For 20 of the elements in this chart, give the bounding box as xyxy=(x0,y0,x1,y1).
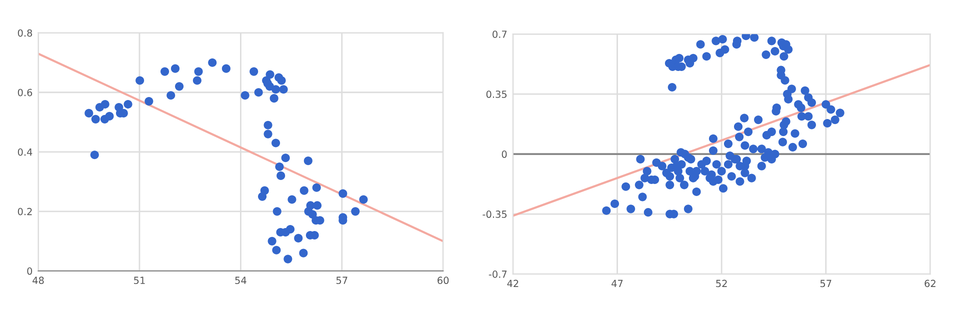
x-tick-label: 48 xyxy=(32,276,44,284)
y-tick-label: 0 xyxy=(502,150,507,158)
y-tick-label: -0.35 xyxy=(482,210,507,218)
y-tick-label: -0.7 xyxy=(488,270,507,278)
x-tick-label: 42 xyxy=(507,280,518,287)
x-tick-label: 54 xyxy=(235,276,246,284)
x-tick-label: 51 xyxy=(134,276,145,284)
x-tick-label: 62 xyxy=(924,280,936,288)
x-tick-label: 47 xyxy=(612,280,623,287)
y-tick-label: 0.6 xyxy=(18,88,32,96)
y-tick-label: 0.4 xyxy=(18,148,32,156)
y-tick-label: 0.2 xyxy=(18,208,32,216)
x-tick-label: 60 xyxy=(438,276,449,284)
x-tick-label: 57 xyxy=(820,280,832,288)
x-tick-label: 52 xyxy=(716,280,727,288)
x-tick-label: 57 xyxy=(336,276,348,284)
y-tick-label: 0.8 xyxy=(18,29,32,37)
y-tick-label: 0 xyxy=(27,267,32,275)
y-tick-label: 0.7 xyxy=(492,30,507,38)
y-tick-label: 0.35 xyxy=(486,90,507,98)
